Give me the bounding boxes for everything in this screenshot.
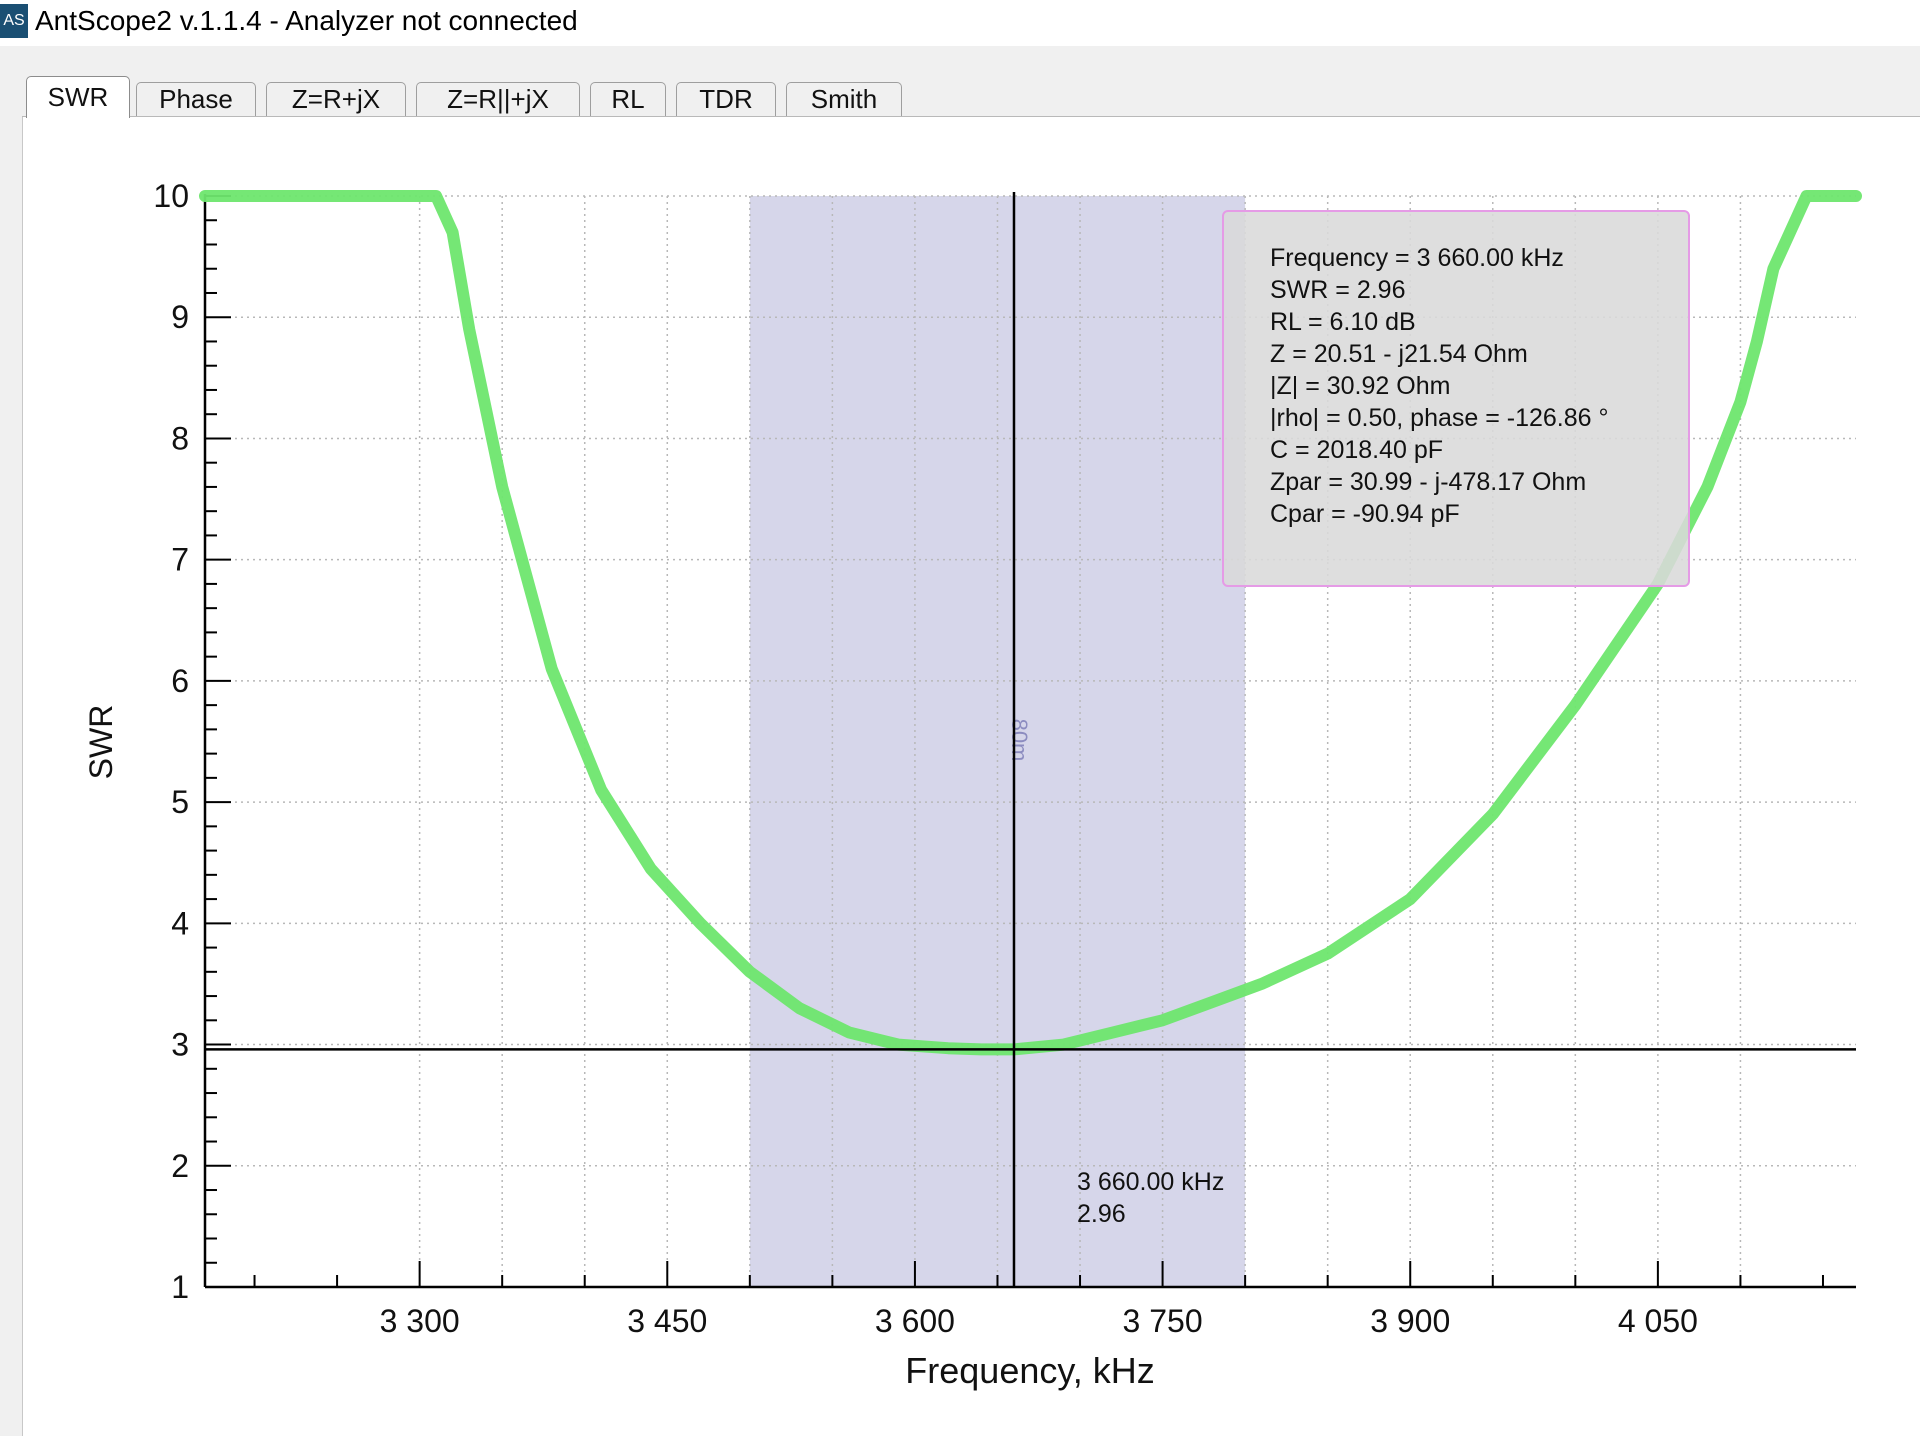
axes xyxy=(203,194,1856,1289)
y-tick-label: 6 xyxy=(171,663,189,699)
cursor-readout: 3 660.00 kHz 2.96 xyxy=(1077,1166,1224,1230)
cursor-value-label: 2.96 xyxy=(1077,1200,1126,1228)
y-tick-label: 5 xyxy=(171,784,189,820)
x-tick-label: 3 450 xyxy=(627,1303,707,1339)
x-tick-label: 3 300 xyxy=(380,1303,460,1339)
app-icon: AS xyxy=(0,4,28,38)
tab-z-r-jx[interactable]: Z=R+jX xyxy=(266,82,406,116)
marker-info-line: RL = 6.10 dB xyxy=(1270,308,1416,336)
tab-swr[interactable]: SWR xyxy=(26,76,130,118)
x-tick-label: 4 050 xyxy=(1618,1303,1698,1339)
marker-info-line: Cpar = -90.94 pF xyxy=(1270,500,1460,528)
title-bar: AS AntScope2 v.1.1.4 - Analyzer not conn… xyxy=(0,0,1920,46)
window-title: AntScope2 v.1.1.4 - Analyzer not connect… xyxy=(35,5,578,36)
y-tick-label: 1 xyxy=(171,1269,189,1305)
marker-info-line: C = 2018.40 pF xyxy=(1270,436,1444,464)
marker-info-line: Frequency = 3 660.00 kHz xyxy=(1270,244,1564,272)
y-tick-label: 3 xyxy=(171,1027,189,1063)
y-tick-label: 4 xyxy=(171,905,189,941)
tab-bar: SWR Phase Z=R+jX Z=R||+jX RL TDR Smith xyxy=(0,76,1920,118)
y-tick-label: 10 xyxy=(153,178,189,214)
marker-info-line: Zpar = 30.99 - j-478.17 Ohm xyxy=(1270,468,1587,496)
x-tick-label: 3 600 xyxy=(875,1303,955,1339)
marker-info-lines: Frequency = 3 660.00 kHz SWR = 2.96 RL =… xyxy=(1270,242,1609,530)
marker-info-line: Z = 20.51 - j21.54 Ohm xyxy=(1270,340,1528,368)
x-tick-label: 3 750 xyxy=(1123,1303,1203,1339)
ticks: 1 2 3 4 5 6 7 8 9 10 3 300 3 450 3 600 3 750 3 900 4 05… xyxy=(153,178,1824,1339)
y-tick-label: 9 xyxy=(171,299,189,335)
marker-info-line: SWR = 2.96 xyxy=(1270,276,1406,304)
x-tick-label: 3 900 xyxy=(1370,1303,1450,1339)
tab-underline xyxy=(22,116,1920,117)
marker-info-line: |Z| = 30.92 Ohm xyxy=(1270,372,1451,400)
marker-info-box: Frequency = 3 660.00 kHz SWR = 2.96 RL =… xyxy=(1222,210,1690,587)
tab-rl[interactable]: RL xyxy=(590,82,666,116)
y-tick-label: 8 xyxy=(171,420,189,456)
y-tick-label: 2 xyxy=(171,1148,189,1184)
tab-z-r-parallel-jx[interactable]: Z=R||+jX xyxy=(416,82,580,116)
marker-info-line: |rho| = 0.50, phase = -126.86 ° xyxy=(1270,404,1609,432)
y-tick-label: 7 xyxy=(171,542,189,578)
tab-smith[interactable]: Smith xyxy=(786,82,902,116)
cursor-frequency-label: 3 660.00 kHz xyxy=(1077,1168,1225,1196)
x-axis-label: Frequency, kHz xyxy=(905,1350,1154,1391)
band-label: 80m xyxy=(1007,719,1032,762)
tab-phase[interactable]: Phase xyxy=(136,82,256,116)
y-axis-label: SWR xyxy=(83,705,119,780)
tab-tdr[interactable]: TDR xyxy=(676,82,776,116)
